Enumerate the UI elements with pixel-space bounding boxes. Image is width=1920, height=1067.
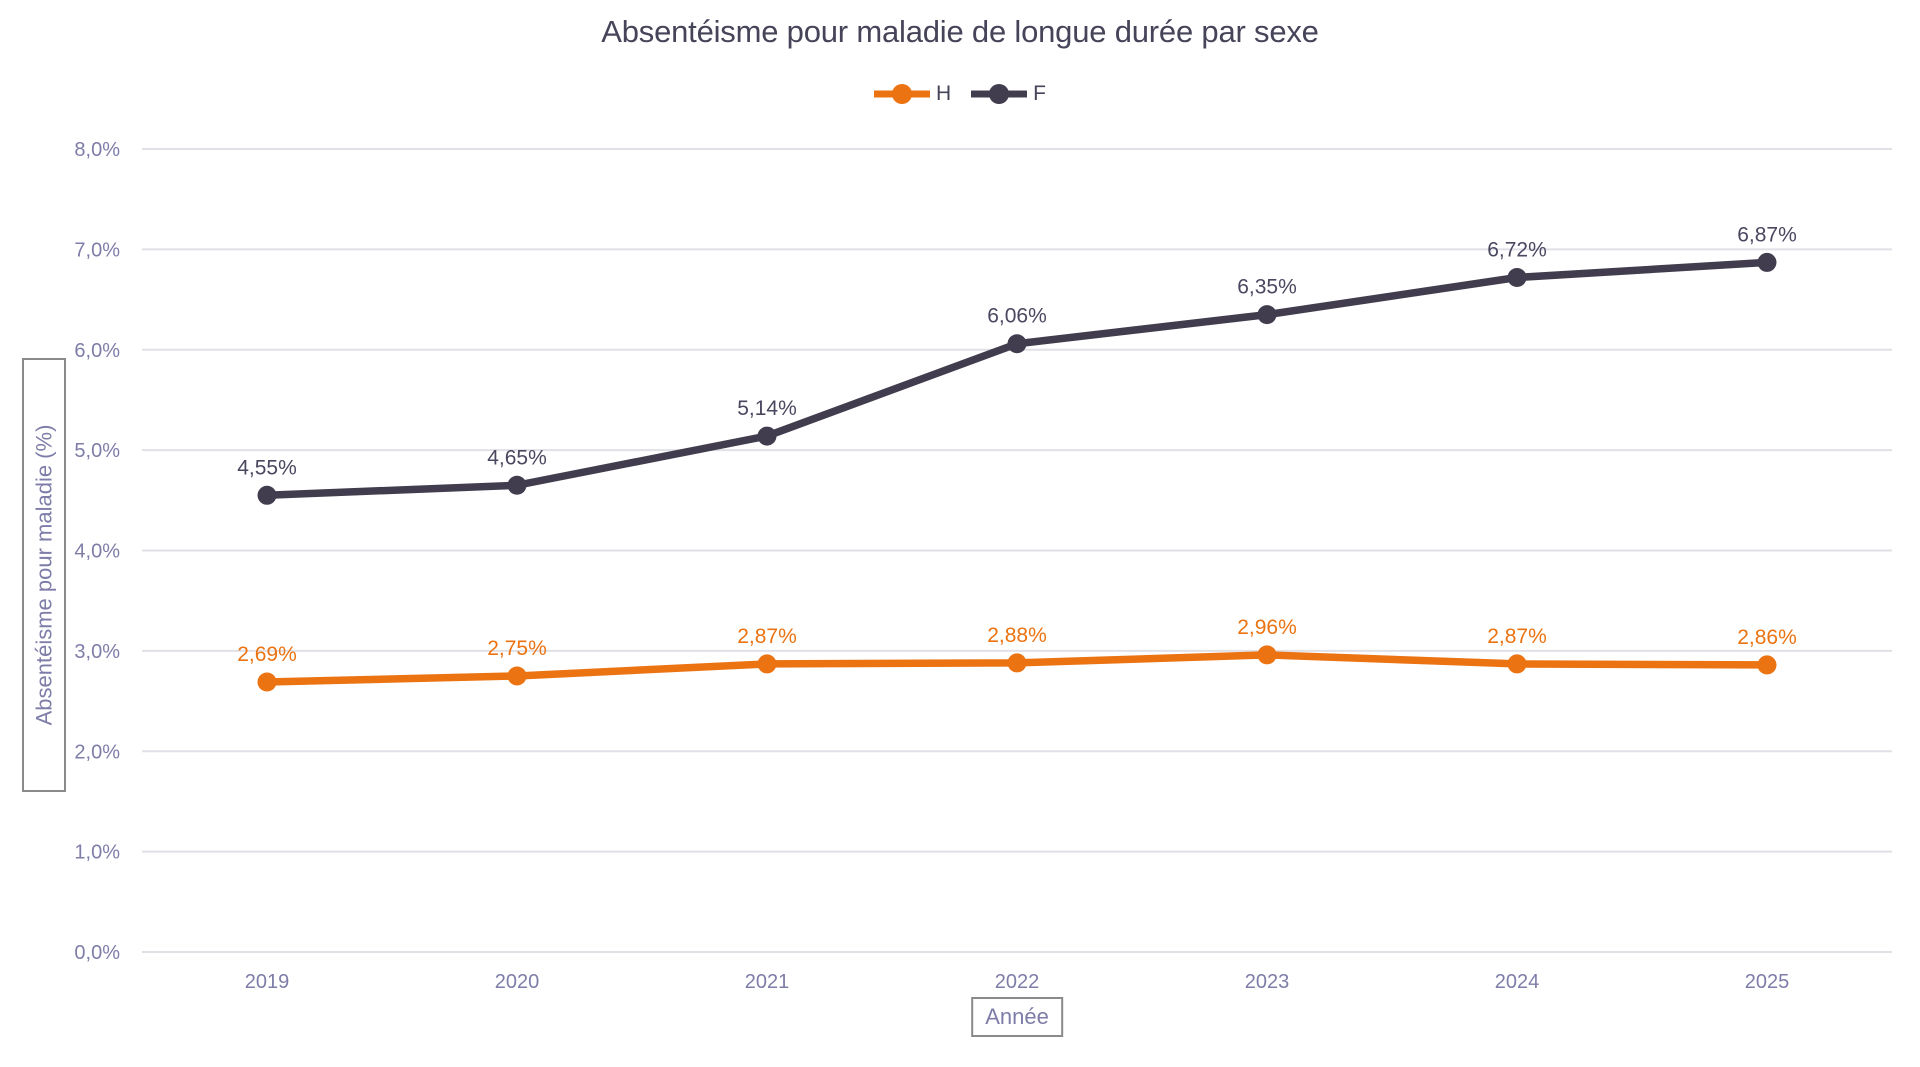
- data-label-f-2019: 4,55%: [237, 456, 297, 479]
- data-point-f-2020: [507, 475, 527, 495]
- y-axis-title: Absentéisme pour maladie (%): [31, 424, 56, 726]
- x-tick-label: 2020: [495, 971, 540, 993]
- data-point-f-2022: [1007, 334, 1027, 354]
- data-label-f-2024: 6,72%: [1487, 238, 1547, 261]
- data-point-h-2020: [507, 666, 527, 686]
- data-point-h-2023: [1257, 645, 1277, 665]
- data-point-f-2021: [757, 426, 777, 446]
- x-tick-label: 2019: [245, 971, 290, 993]
- data-label-h-2021: 2,87%: [737, 625, 797, 648]
- data-point-f-2023: [1257, 305, 1277, 325]
- y-tick-label: 1,0%: [74, 842, 120, 864]
- y-tick-label: 7,0%: [74, 239, 120, 261]
- chart-title: Absentéisme pour maladie de longue durée…: [601, 14, 1319, 49]
- data-label-h-2025: 2,86%: [1737, 626, 1797, 649]
- x-axis-title: Année: [985, 1004, 1049, 1029]
- data-label-h-2022: 2,88%: [987, 624, 1047, 647]
- data-label-h-2019: 2,69%: [237, 643, 297, 666]
- legend-marker-h-icon: [874, 84, 930, 104]
- data-point-h-2022: [1007, 653, 1027, 673]
- legend-label-f: F: [1033, 82, 1046, 105]
- data-point-f-2024: [1507, 267, 1527, 287]
- data-point-h-2021: [757, 654, 777, 674]
- x-tick-label: 2025: [1745, 971, 1790, 993]
- data-point-h-2024: [1507, 654, 1527, 674]
- y-tick-label: 4,0%: [74, 541, 120, 563]
- x-tick-label: 2023: [1245, 971, 1290, 993]
- y-tick-label: 2,0%: [74, 741, 120, 763]
- y-tick-label: 8,0%: [74, 139, 120, 161]
- legend-label-h: H: [936, 82, 952, 105]
- x-tick-label: 2024: [1495, 971, 1540, 993]
- data-point-h-2019: [257, 672, 277, 692]
- data-point-f-2025: [1757, 252, 1777, 272]
- legend-marker-f-icon: [971, 84, 1028, 104]
- data-label-h-2020: 2,75%: [487, 637, 547, 660]
- legend-item-h: H: [874, 82, 951, 106]
- data-point-f-2019: [257, 485, 277, 505]
- data-label-h-2023: 2,96%: [1237, 616, 1297, 639]
- y-axis-title-box: Absentéisme pour maladie (%): [22, 358, 66, 792]
- y-tick-label: 0,0%: [74, 942, 120, 964]
- legend-item-f: F: [971, 82, 1046, 106]
- data-label-f-2021: 5,14%: [737, 397, 797, 420]
- data-label-f-2023: 6,35%: [1237, 276, 1297, 299]
- data-label-h-2024: 2,87%: [1487, 625, 1547, 648]
- y-tick-label: 3,0%: [74, 641, 120, 663]
- data-label-f-2022: 6,06%: [987, 305, 1047, 328]
- x-tick-label: 2022: [995, 971, 1040, 993]
- y-tick-label: 5,0%: [74, 440, 120, 462]
- data-point-h-2025: [1757, 655, 1777, 675]
- y-tick-label: 6,0%: [74, 340, 120, 362]
- x-tick-label: 2021: [745, 971, 790, 993]
- x-axis-title-box: Année: [971, 997, 1063, 1037]
- data-label-f-2020: 4,65%: [487, 446, 547, 469]
- data-label-f-2025: 6,87%: [1737, 223, 1797, 246]
